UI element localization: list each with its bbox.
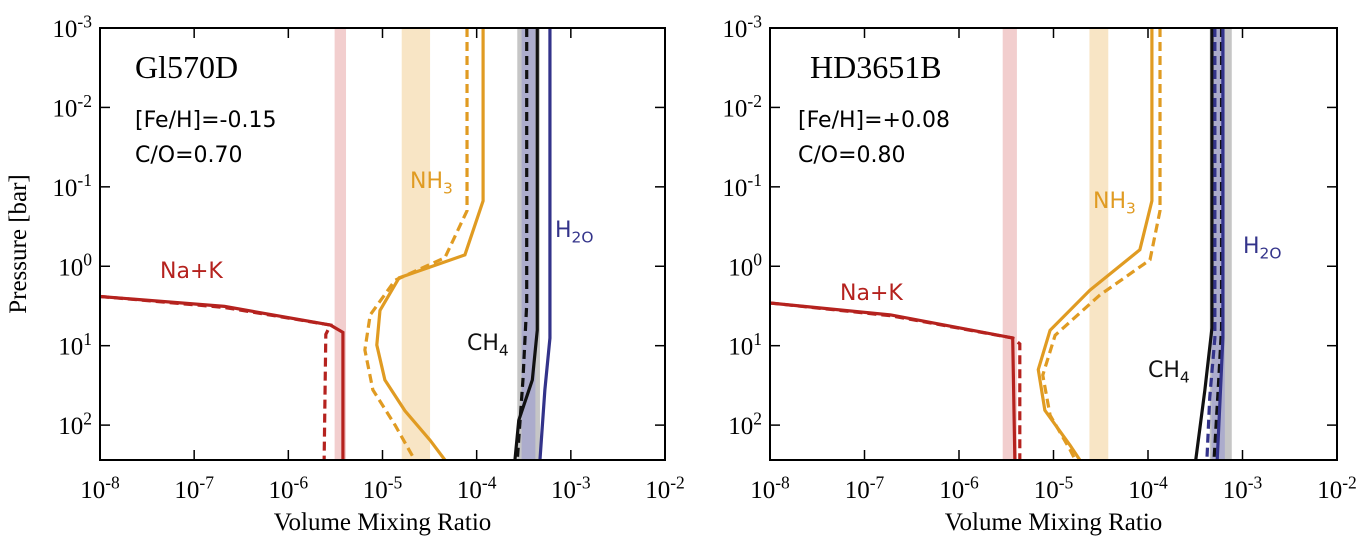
profile-line — [1205, 28, 1217, 460]
profile-line — [100, 294, 345, 460]
x-tick-label: 10-2 — [645, 472, 685, 504]
y-tick-label: 10-2 — [52, 91, 92, 123]
species-label: Na+K — [840, 281, 903, 306]
y-tick-label: 102 — [728, 408, 762, 440]
y-tick-label: 102 — [58, 408, 92, 440]
x-tick-label: 10-4 — [1128, 472, 1168, 504]
object-name: HD3651B — [810, 49, 942, 85]
y-tick-label: 100 — [728, 250, 762, 282]
profile-line — [1194, 28, 1214, 460]
x-tick-label: 10-6 — [269, 472, 309, 504]
plot-area — [100, 28, 552, 460]
x-axis-label: Volume Mixing Ratio — [274, 509, 492, 536]
y-tick-label: 10-2 — [722, 91, 762, 123]
panel: Na+K NH3 CH4 H2O 10-8 10-7 10-6 10-5 10-4 10-3 10-… — [5, 11, 685, 536]
x-tick-label: 10-8 — [80, 472, 120, 504]
x-axis-label: Volume Mixing Ratio — [945, 509, 1163, 536]
species-label: NH3 — [410, 169, 453, 197]
x-tick-label: 10-7 — [845, 472, 885, 504]
profile-line — [1212, 28, 1224, 460]
species-label: CH4 — [1148, 358, 1190, 386]
x-tick-label: 10-6 — [939, 472, 979, 504]
y-tick-label: 101 — [728, 329, 762, 361]
profile-line — [363, 28, 469, 460]
y-tick-label: 10-1 — [52, 170, 92, 202]
abundance-band — [334, 28, 347, 460]
panel: Na+K NH3 CH4 H2O 10-8 10-7 10-6 10-5 10-4 10-3 10-… — [722, 11, 1356, 536]
profile-line — [513, 28, 539, 460]
x-tick-label: 10-5 — [363, 472, 403, 504]
annotation: [Fe/H]=-0.15 — [135, 108, 276, 133]
profile-line — [515, 28, 529, 460]
y-tick-label: 10-3 — [722, 11, 762, 43]
plot-area — [770, 28, 1232, 460]
y-tick-label: 101 — [58, 329, 92, 361]
profile-line — [770, 301, 1022, 460]
species-label: H2O — [555, 218, 593, 246]
species-label: H2O — [1243, 234, 1281, 262]
abundance-band — [401, 28, 431, 460]
profile-line — [1036, 28, 1154, 460]
x-tick-label: 10-3 — [551, 472, 591, 504]
annotation: C/O=0.80 — [798, 143, 906, 168]
x-tick-label: 10-2 — [1317, 472, 1357, 504]
species-label: CH4 — [467, 331, 509, 359]
profile-line — [100, 294, 333, 460]
profile-line — [1215, 28, 1225, 460]
y-axis-label: Pressure [bar] — [5, 174, 32, 314]
y-tick-label: 10-3 — [52, 11, 92, 43]
abundance-band — [1089, 28, 1109, 460]
species-label: NH3 — [1093, 189, 1136, 217]
x-tick-label: 10-3 — [1223, 472, 1263, 504]
species-label: Na+K — [160, 259, 223, 284]
profile-line — [1041, 28, 1162, 460]
x-tick-label: 10-4 — [457, 472, 497, 504]
x-tick-label: 10-7 — [174, 472, 214, 504]
annotation: C/O=0.70 — [135, 143, 243, 168]
profile-line — [538, 28, 552, 460]
x-tick-label: 10-8 — [750, 472, 790, 504]
profile-line — [375, 28, 485, 460]
x-tick-label: 10-5 — [1034, 472, 1074, 504]
y-tick-label: 100 — [58, 250, 92, 282]
y-tick-label: 10-1 — [722, 170, 762, 202]
profile-line — [770, 301, 1017, 460]
object-name: Gl570D — [135, 49, 238, 85]
annotation: [Fe/H]=+0.08 — [798, 108, 950, 133]
